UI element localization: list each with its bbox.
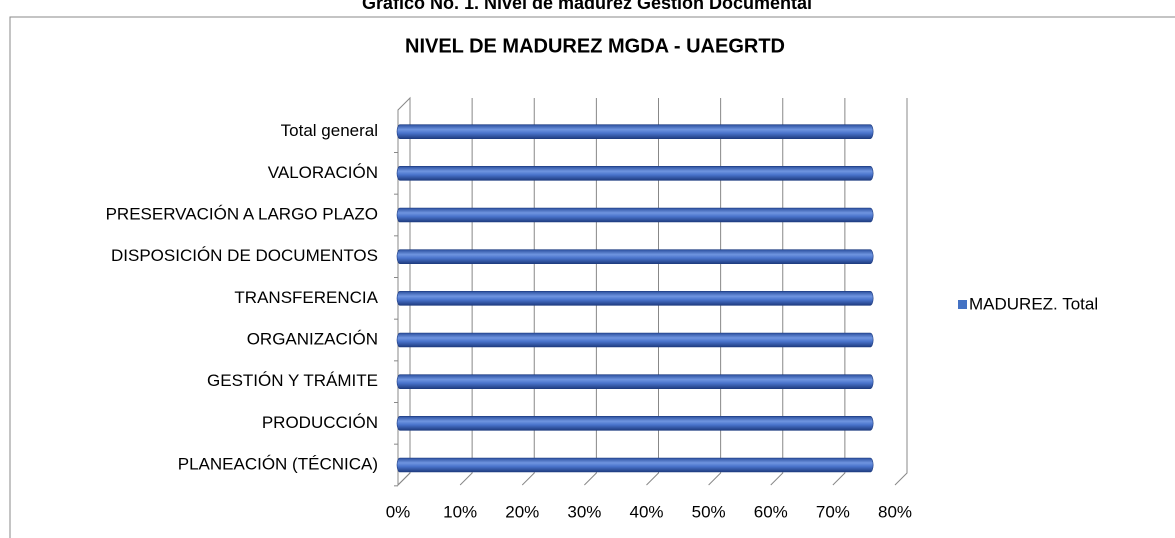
bar [396,166,874,181]
y-tick-label: TRANSFERENCIA [234,288,378,307]
x-tick-label: 20% [505,502,539,521]
grid-line [646,98,659,486]
y-tick-label: VALORACIÓN [268,163,378,182]
y-tick-label: PRODUCCIÓN [262,413,378,432]
grid-line [832,98,846,486]
y-tick-label: PLANEACIÓN (TÉCNICA) [178,454,378,473]
x-tick-label: 30% [567,502,601,521]
x-tick-label: 10% [443,502,477,521]
x-tick-label: 40% [629,502,663,521]
x-tick-label: 50% [692,502,726,521]
bar [396,249,874,264]
bar [396,207,874,223]
y-tick-label: Total general [281,121,378,140]
grid-line [521,98,535,486]
x-tick-label: 60% [754,502,788,521]
bar [396,457,874,473]
y-tick-label: PRESERVACIÓN A LARGO PLAZO [106,204,378,223]
bar [396,416,874,431]
bar [396,332,874,348]
bar [396,291,874,306]
caption: Gráfico No. 1. Nivel de madurez Gestión … [362,0,812,13]
bar [396,374,874,389]
y-tick-label: DISPOSICIÓN DE DOCUMENTOS [111,246,378,265]
grid-line [708,98,722,486]
grid-line [584,98,597,486]
legend-label: MADUREZ. Total [969,294,1098,313]
bar [396,124,874,139]
grid-line [894,98,908,486]
chart-border [9,16,1175,538]
x-tick-label: 80% [878,502,912,521]
legend-swatch [958,300,967,309]
grid-line [397,98,411,486]
grid-line [459,98,473,486]
x-tick-label: 70% [816,502,850,521]
y-tick-label: ORGANIZACIÓN [247,329,378,348]
y-tick-label: GESTIÓN Y TRÁMITE [207,371,378,390]
chart-title: NIVEL DE MADUREZ MGDA - UAEGRTD [405,35,785,57]
grid-line [770,98,784,486]
x-tick-label: 0% [386,502,411,521]
